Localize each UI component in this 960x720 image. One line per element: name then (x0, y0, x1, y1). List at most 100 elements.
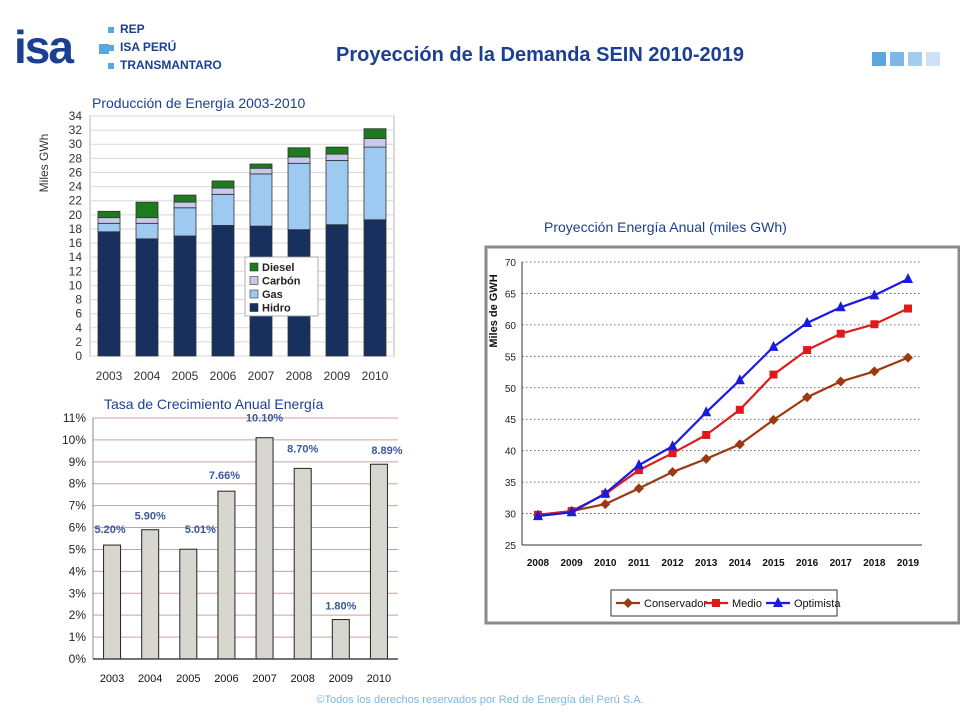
production-bar-diesel-2006 (211, 180, 235, 189)
production-bar-diesel-2010 (363, 128, 387, 139)
growth-y-tick-label: 6% (69, 521, 87, 535)
growth-y-tick-label: 4% (69, 564, 87, 578)
production-x-tick-label: 2003 (96, 369, 123, 383)
projection-legend-marker (712, 599, 720, 607)
growth-y-tick-label: 8% (69, 477, 87, 491)
growth-x-tick-label: 2005 (176, 673, 200, 685)
projection-x-tick-label: 2018 (863, 558, 886, 569)
projection-point-optimista (667, 440, 678, 451)
production-x-tick-label: 2004 (134, 369, 161, 383)
production-y-tick-label: 6 (75, 307, 82, 321)
projection-x-tick-label: 2008 (527, 558, 550, 569)
growth-data-label: 5.20% (94, 524, 125, 536)
growth-x-tick-label: 2008 (290, 673, 314, 685)
projection-point-medio (870, 320, 879, 329)
projection-line-conservador (537, 356, 909, 516)
production-legend-swatch (249, 276, 259, 285)
projection-point-medio (634, 466, 643, 475)
isa-logo: isa (14, 21, 74, 73)
brand-item-rep: REP (108, 22, 145, 36)
production-y-tick-label: 32 (69, 123, 83, 137)
production-chart-title: Producción de Energía 2003-2010 (92, 95, 306, 111)
projection-point-optimista (633, 459, 644, 470)
decor-square-icon (872, 52, 886, 66)
projection-point-optimista (734, 374, 745, 385)
projection-point-optimista (768, 340, 779, 351)
projection-y-tick-label: 50 (505, 384, 517, 395)
production-x-tick-label: 2010 (362, 369, 389, 383)
footer-copyright: ©Todos los derechos reservados por Red d… (316, 694, 644, 706)
growth-y-tick-label: 9% (69, 455, 87, 469)
production-y-tick-label: 0 (75, 349, 82, 363)
growth-data-label: 8.70% (287, 443, 318, 455)
production-legend-label: Diesel (262, 262, 294, 274)
projection-point-medio (904, 304, 912, 313)
growth-data-label: 1.80% (325, 601, 356, 613)
brand-item-transmantaro: TRANSMANTARO (108, 58, 222, 72)
production-legend-label: Carbón (262, 276, 301, 288)
production-y-tick-label: 34 (69, 109, 83, 123)
projection-x-tick-label: 2013 (695, 558, 718, 569)
production-x-tick-label: 2008 (286, 369, 313, 383)
production-bar-diesel-2005 (173, 194, 197, 203)
projection-point-conservador (768, 414, 779, 425)
projection-y-tick-label: 25 (505, 541, 517, 552)
projection-x-tick-label: 2016 (796, 558, 819, 569)
projection-point-conservador (633, 483, 644, 494)
production-y-axis-label: Miles GWh (37, 134, 51, 193)
projection-point-optimista (802, 317, 813, 328)
projection-frame (484, 245, 960, 625)
production-bar-diesel-2003 (97, 210, 121, 219)
projection-x-tick-label: 2017 (830, 558, 853, 569)
projection-y-tick-label: 40 (505, 447, 517, 458)
projection-point-conservador (802, 392, 813, 403)
growth-data-label: 10.10% (246, 413, 284, 425)
projection-x-tick-label: 2012 (661, 558, 684, 569)
production-y-tick-label: 8 (75, 293, 82, 307)
brand-label: REP (120, 22, 145, 36)
projection-point-optimista (533, 510, 543, 521)
production-x-tick-label: 2005 (172, 369, 199, 383)
production-bar-diesel-2009 (325, 146, 349, 155)
brand-item-isa-peru: ISA PERÚ (108, 40, 176, 54)
projection-point-conservador (835, 376, 846, 387)
projection-y-tick-label: 35 (505, 478, 517, 489)
projection-point-optimista (701, 406, 712, 417)
projection-x-tick-label: 2015 (762, 558, 785, 569)
growth-x-tick-label: 2004 (138, 673, 162, 685)
decor-square-icon (890, 52, 904, 66)
logo-dot-icon (99, 44, 109, 54)
projection-point-medio (836, 329, 845, 338)
production-y-tick-label: 24 (69, 180, 83, 194)
production-legend-label: Hidro (262, 303, 291, 315)
projection-y-tick-label: 65 (505, 289, 517, 300)
projection-point-medio (668, 449, 677, 458)
production-legend-swatch (249, 289, 259, 299)
growth-data-label: 7.66% (209, 470, 240, 482)
growth-x-tick-label: 2010 (367, 673, 391, 685)
production-y-tick-label: 18 (69, 222, 83, 236)
production-bar-diesel-2007 (249, 163, 273, 169)
projection-point-optimista (835, 301, 846, 312)
projection-legend-label: Medio (732, 598, 762, 610)
growth-x-tick-label: 2006 (214, 673, 238, 685)
projection-point-medio (803, 346, 812, 355)
projection-legend-label: Conservador (644, 598, 707, 610)
projection-legend-marker (623, 598, 633, 608)
production-y-tick-label: 20 (69, 208, 83, 222)
projection-y-tick-label: 55 (505, 352, 517, 363)
growth-y-tick-label: 11% (63, 411, 86, 425)
projection-point-conservador (667, 467, 678, 478)
production-x-tick-label: 2009 (324, 369, 351, 383)
production-y-tick-label: 16 (69, 236, 83, 250)
projection-y-tick-label: 60 (505, 321, 517, 332)
projection-point-medio (769, 370, 778, 379)
production-y-tick-label: 14 (69, 250, 83, 264)
projection-point-medio (702, 430, 711, 439)
projection-y-tick-label: 30 (505, 510, 517, 521)
growth-y-tick-label: 1% (69, 630, 87, 644)
production-y-tick-label: 22 (69, 194, 83, 208)
projection-y-tick-label: 70 (505, 258, 517, 269)
